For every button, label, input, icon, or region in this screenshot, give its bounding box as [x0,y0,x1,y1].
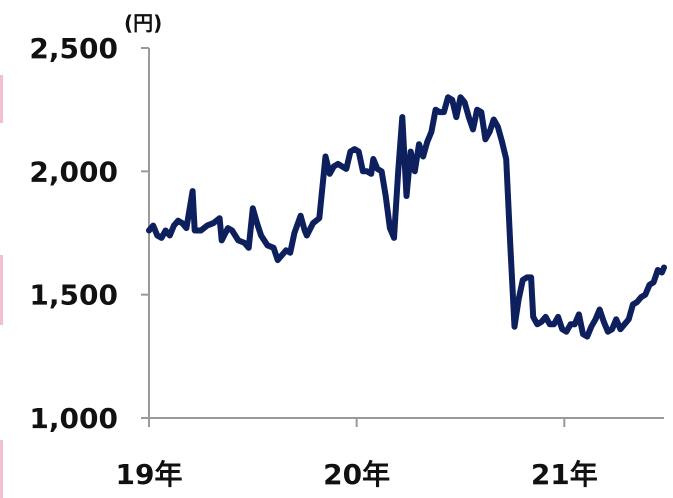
y-unit-label: (円) [124,11,162,35]
y-tick-label: 2,000 [29,155,118,188]
y-tick-label: 1,500 [29,279,118,312]
x-ticks: 19年 20年 21年 [116,418,598,491]
x-tick-label: 19年 [116,458,183,491]
x-tick-label: 21年 [531,458,598,491]
price-series-line [146,94,667,340]
edge-accent [0,75,3,123]
edge-accent [0,440,3,498]
y-tick-label: 1,000 [29,402,118,435]
y-ticks: 1,000 1,500 2,000 2,500 [29,32,149,435]
edge-accent [0,255,3,325]
y-tick-label: 2,500 [29,32,118,65]
x-tick-label: 20年 [323,458,390,491]
